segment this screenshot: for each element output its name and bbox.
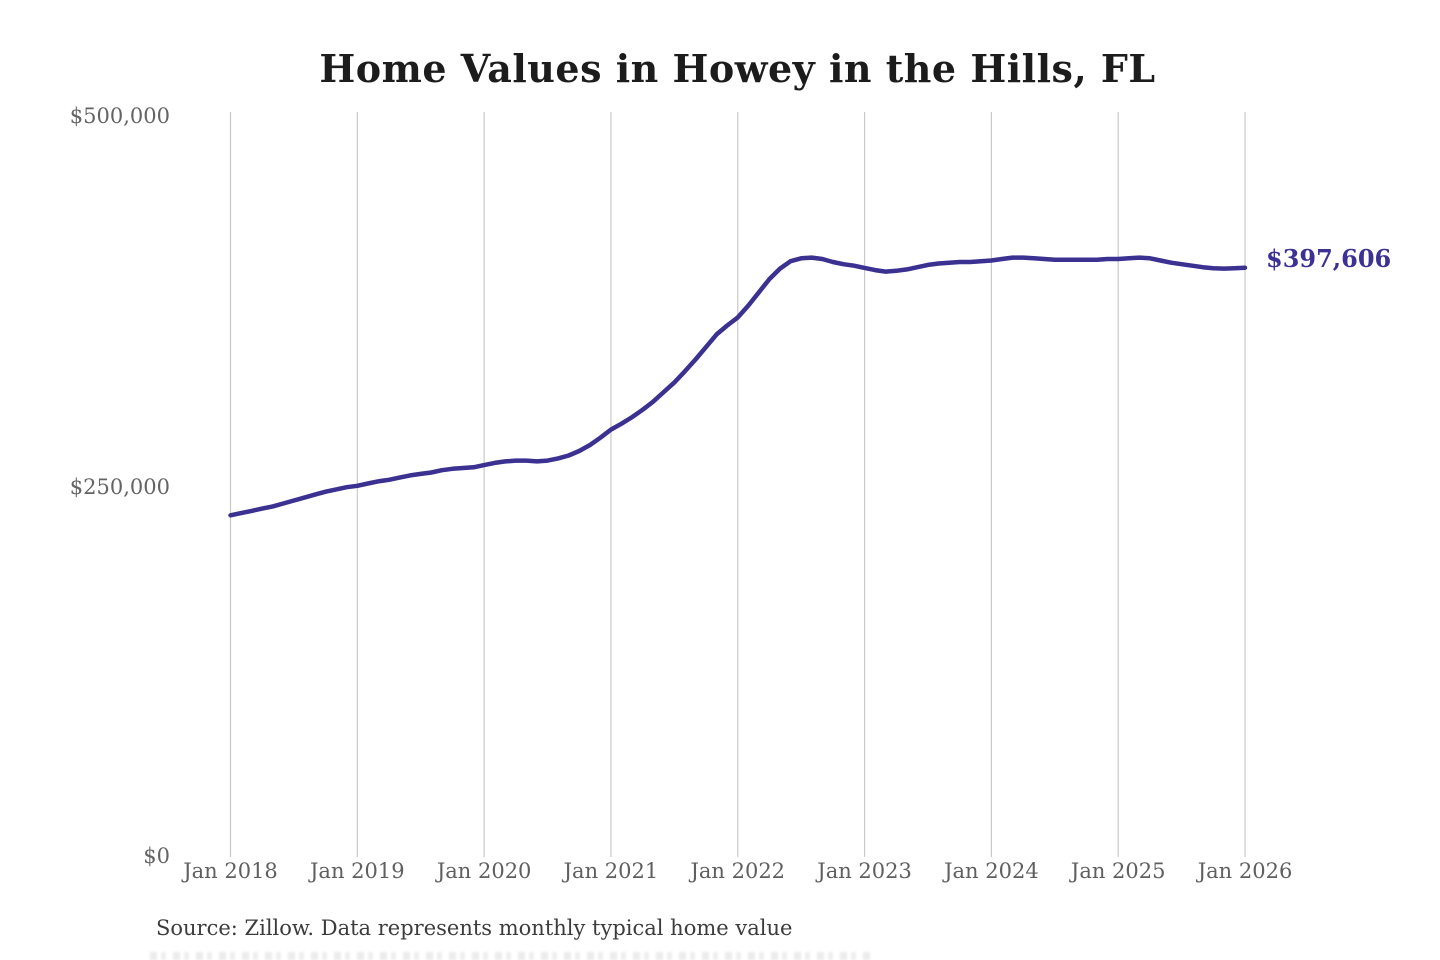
x-axis-tick-label: Jan 2025 bbox=[1070, 859, 1166, 883]
x-axis-tick-label: Jan 2018 bbox=[183, 859, 278, 883]
gridline-group bbox=[229, 112, 1246, 857]
x-axis-tick-label: Jan 2024 bbox=[944, 859, 1039, 883]
source-note: Source: Zillow. Data represents monthly … bbox=[156, 916, 793, 940]
x-axis-tick-label: Jan 2022 bbox=[690, 859, 786, 883]
x-axis-tick-label: Jan 2019 bbox=[310, 859, 405, 883]
x-axis-tick-label: Jan 2026 bbox=[1197, 859, 1293, 883]
y-axis-tick-250000: $250,000 bbox=[69, 475, 170, 499]
chart-title: Home Values in Howey in the Hills, FL bbox=[319, 46, 1156, 91]
final-value-annotation: $397,606 bbox=[1266, 244, 1392, 273]
y-axis-tick-500000: $500,000 bbox=[69, 104, 170, 128]
cropped-text-artifact bbox=[150, 952, 870, 960]
home-value-line bbox=[228, 255, 1248, 518]
x-axis-tick-label: Jan 2020 bbox=[436, 859, 532, 883]
x-axis-tick-label: Jan 2021 bbox=[563, 859, 659, 883]
y-axis-tick-0: $0 bbox=[143, 844, 170, 868]
x-axis-tick-label: Jan 2023 bbox=[817, 859, 912, 883]
